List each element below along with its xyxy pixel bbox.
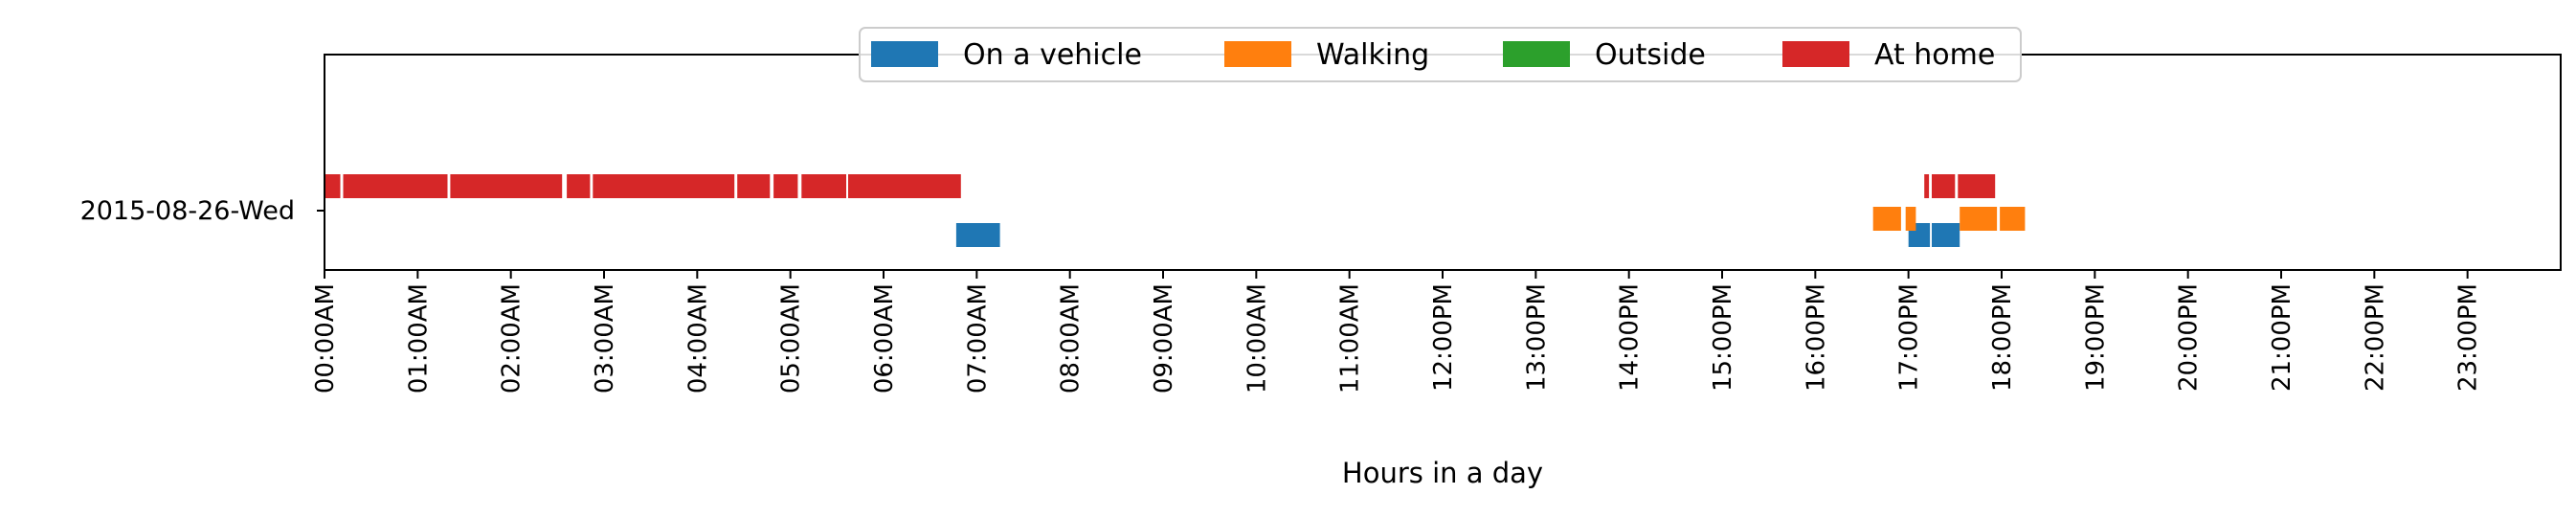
x-tick-label: 03:00AM <box>591 283 619 393</box>
x-tick-label: 20:00PM <box>2175 283 2204 392</box>
bar-at-home <box>450 174 563 198</box>
x-tick-label: 07:00AM <box>963 283 992 393</box>
bar-walking <box>1905 207 1916 231</box>
x-tick-label: 13:00PM <box>1522 283 1551 392</box>
x-tick-label: 08:00AM <box>1057 283 1086 393</box>
bar-at-home <box>801 174 846 198</box>
x-tick-label: 04:00AM <box>683 283 712 393</box>
y-tick-label: 2015-08-26-Wed <box>80 196 295 226</box>
x-tick-label: 00:00AM <box>311 283 340 393</box>
x-tick-label: 22:00PM <box>2361 283 2389 392</box>
x-tick-label: 01:00AM <box>404 283 433 393</box>
x-tick-label: 02:00AM <box>498 283 526 393</box>
bar-at-home <box>1924 174 1930 198</box>
x-tick-label: 05:00AM <box>777 283 806 393</box>
x-axis: 00:00AM 01:00AM 02:00AM 03:00AM 04:00AM 05:00… <box>311 270 2483 393</box>
x-tick-label: 19:00PM <box>2081 283 2110 392</box>
x-tick-label: 18:00PM <box>1988 283 2017 392</box>
legend-label: On a vehicle <box>963 38 1142 72</box>
bar-at-home <box>1958 174 1996 198</box>
legend: On a vehicle Walking Outside At home <box>859 27 2022 82</box>
legend-swatch-at-home <box>1782 41 1849 67</box>
x-tick-label: 11:00AM <box>1336 283 1365 393</box>
y-axis: 2015-08-26-Wed <box>80 196 325 226</box>
legend-frame <box>859 27 2022 82</box>
x-tick-label: 12:00PM <box>1429 283 1458 392</box>
x-tick-label: 17:00PM <box>1895 283 1924 392</box>
x-tick-label: 15:00PM <box>1709 283 1737 392</box>
bar-at-home <box>343 174 448 198</box>
bar-walking <box>2000 207 2026 231</box>
bar-on-a-vehicle <box>1932 223 1960 247</box>
bar-at-home <box>773 174 798 198</box>
legend-swatch-walking <box>1224 41 1291 67</box>
x-tick-label: 14:00PM <box>1616 283 1645 392</box>
bar-on-a-vehicle <box>955 223 1000 247</box>
x-tick-label: 06:00AM <box>870 283 899 393</box>
x-tick-label: 16:00PM <box>1802 283 1830 392</box>
bar-at-home <box>737 174 771 198</box>
legend-swatch-outside <box>1503 41 1570 67</box>
x-tick-label: 21:00PM <box>2268 283 2296 392</box>
bar-at-home <box>593 174 735 198</box>
legend-label: Walking <box>1316 38 1429 72</box>
plot-frame <box>324 54 2562 271</box>
bar-at-home <box>1932 174 1956 198</box>
legend-label: Outside <box>1595 38 1706 72</box>
bar-walking <box>1872 207 1901 231</box>
legend-label: At home <box>1874 38 1995 72</box>
x-tick-label: 09:00AM <box>1150 283 1178 393</box>
x-tick-label: 23:00PM <box>2454 283 2483 392</box>
bar-walking <box>1960 207 1998 231</box>
bar-at-home <box>325 174 341 198</box>
legend-swatch-on-a-vehicle <box>871 41 938 67</box>
bars-layer <box>325 174 2026 247</box>
bar-at-home <box>567 174 591 198</box>
bar-at-home <box>848 174 961 198</box>
x-axis-label: Hours in a day <box>1342 457 1543 489</box>
x-tick-label: 10:00AM <box>1243 283 1271 393</box>
